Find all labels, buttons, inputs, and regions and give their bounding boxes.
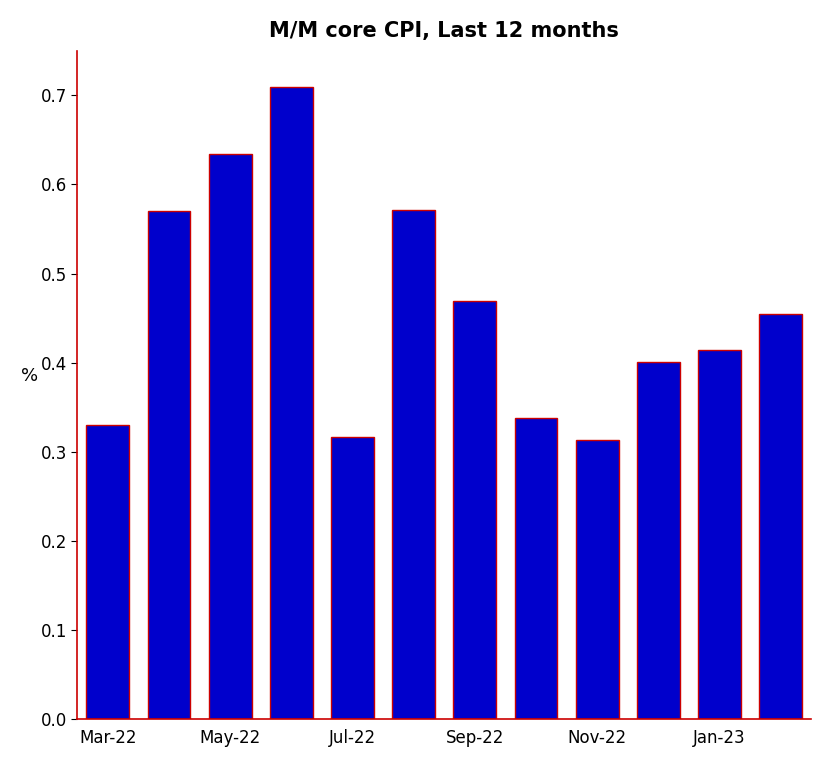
Bar	[453, 301, 496, 720]
Bar	[209, 154, 251, 720]
Title: M/M core CPI, Last 12 months: M/M core CPI, Last 12 months	[270, 21, 619, 41]
Bar	[698, 350, 740, 720]
Bar	[636, 362, 680, 720]
Bar	[147, 211, 191, 720]
Bar	[576, 440, 618, 720]
Bar	[331, 437, 374, 720]
Bar	[514, 418, 557, 720]
Bar	[270, 88, 313, 720]
Y-axis label: %: %	[21, 367, 38, 385]
Bar	[392, 210, 435, 720]
Bar	[759, 314, 802, 720]
Bar	[87, 425, 129, 720]
